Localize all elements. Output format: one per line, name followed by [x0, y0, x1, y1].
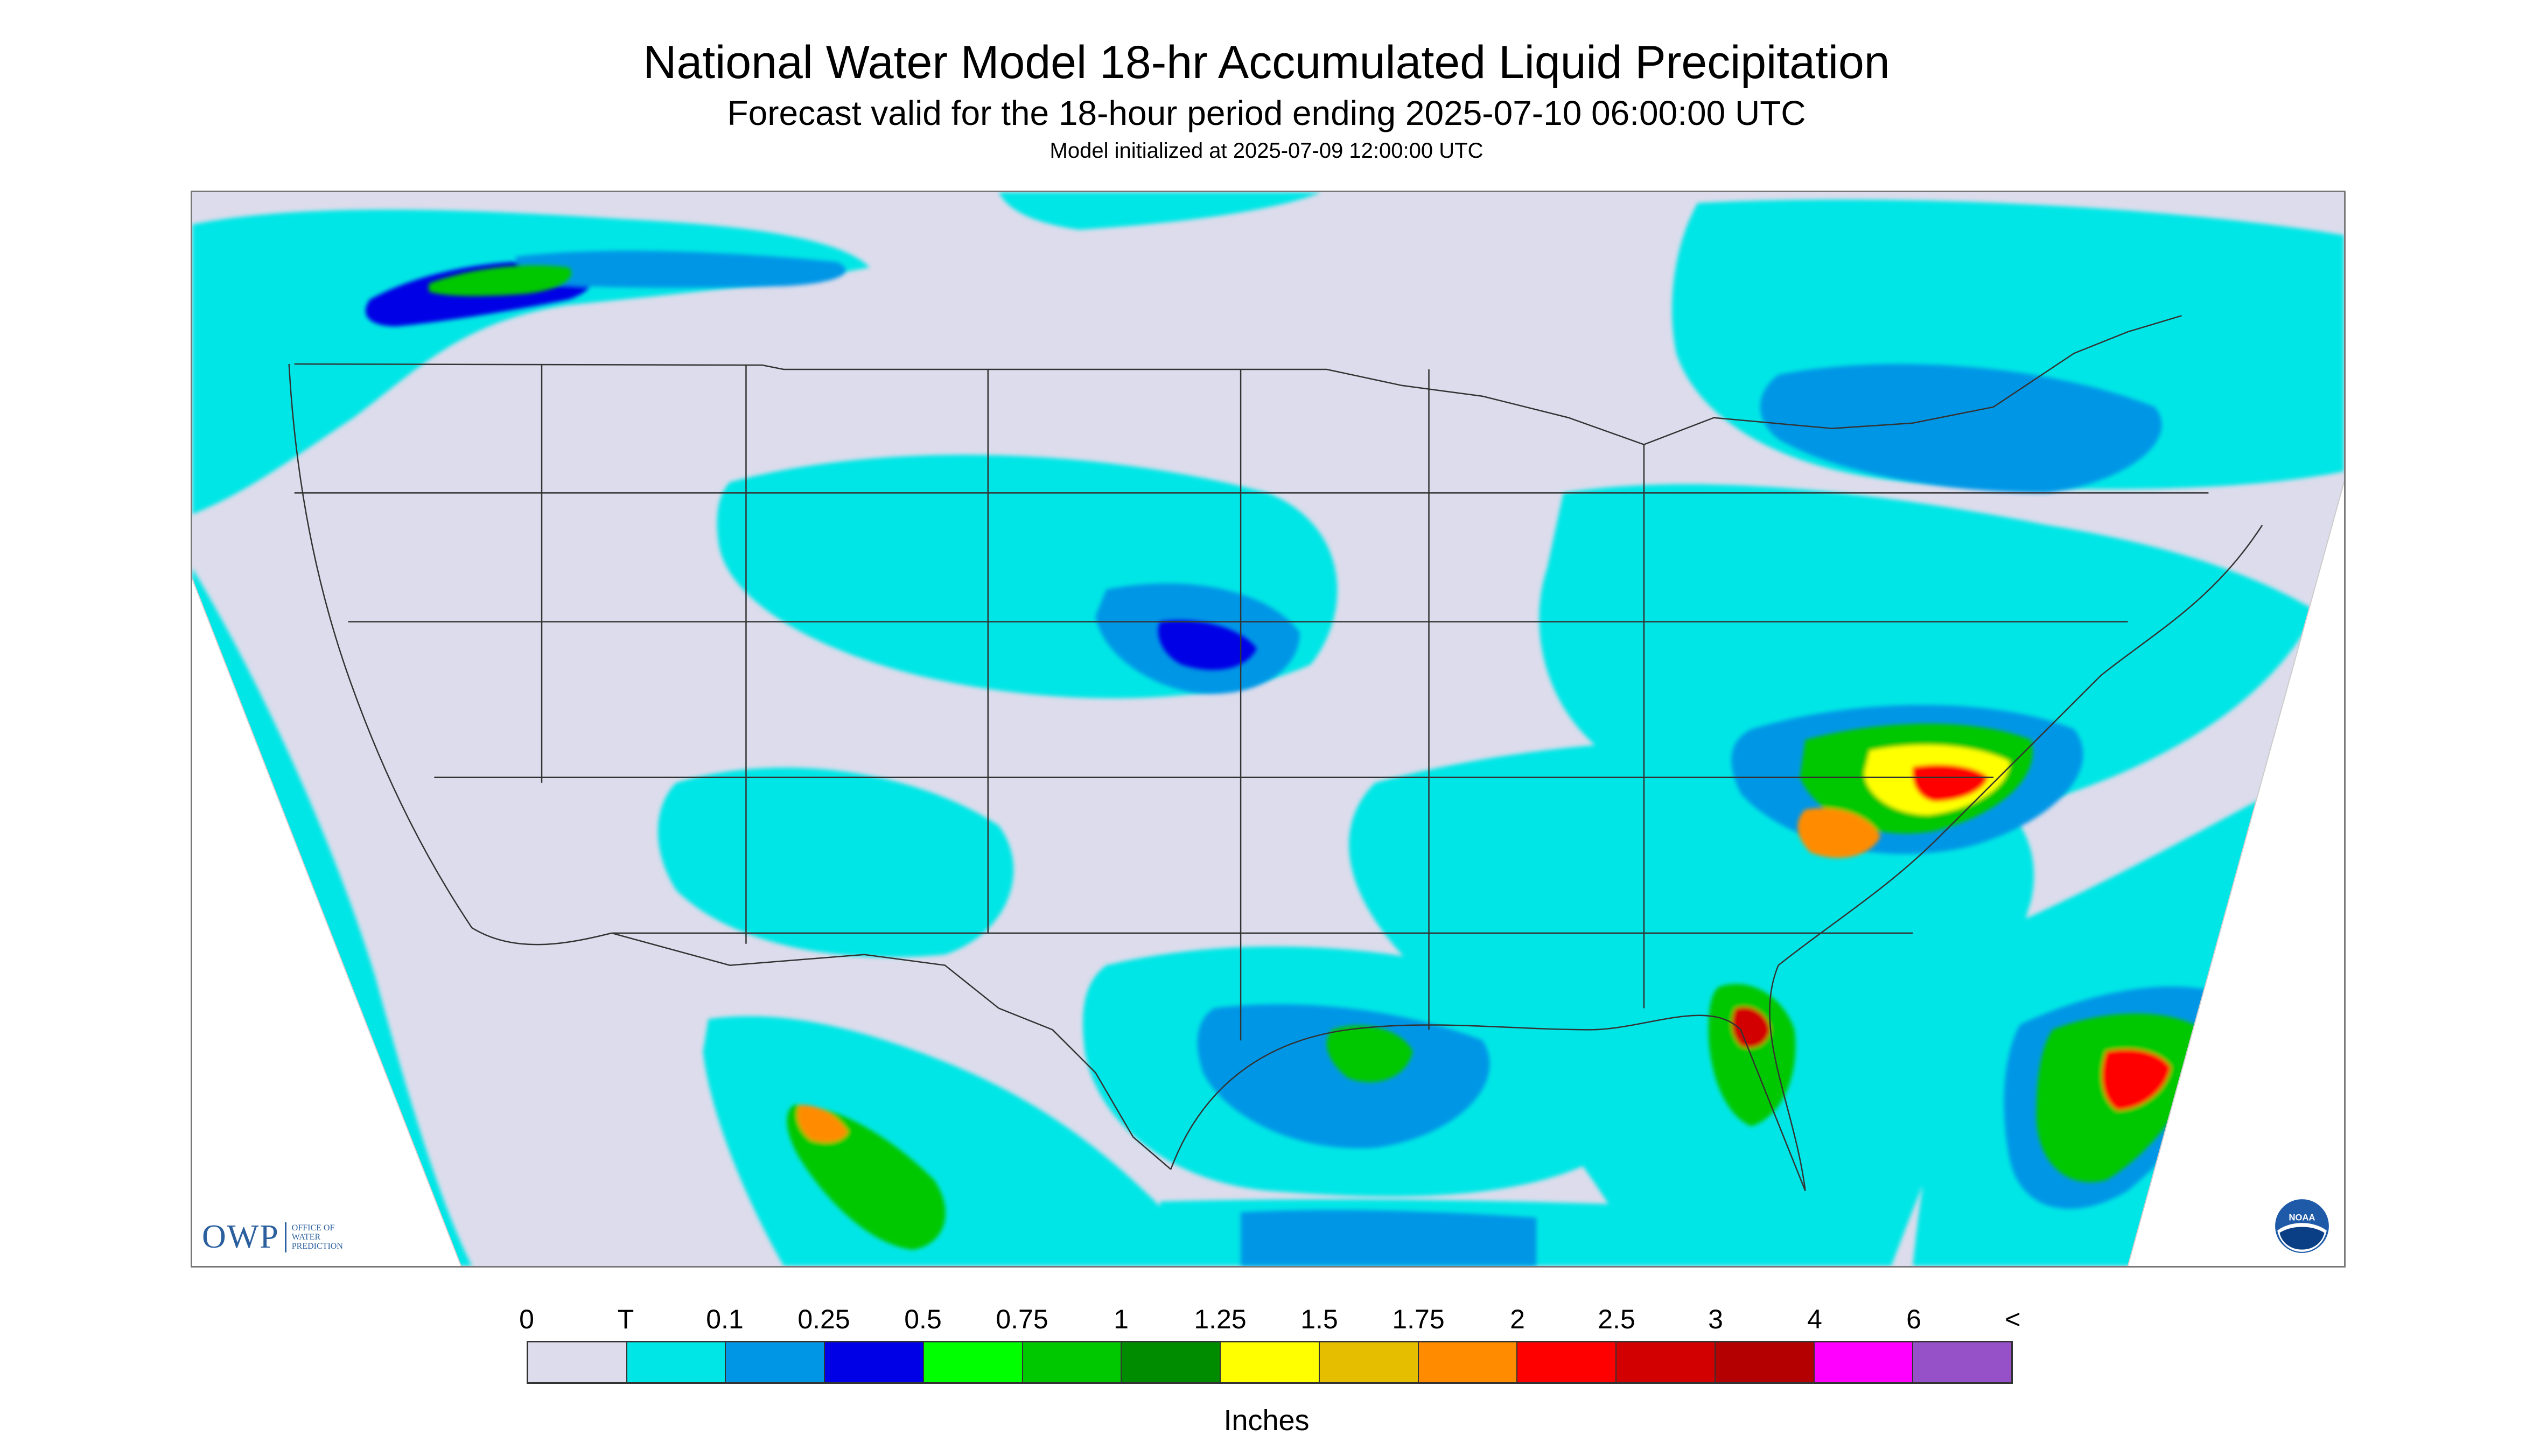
map-subtitle: Forecast valid for the 18-hour period en… — [727, 94, 1806, 132]
gulf-coastline — [1170, 1014, 1806, 1191]
owp-logo: OWP OFFICE OF WATER PREDICTION — [202, 1218, 343, 1256]
precip-heavy-atlantic-red — [2102, 1049, 2171, 1110]
precip-area-western-mexico — [703, 1016, 1214, 1266]
legend-label: 6 — [1906, 1304, 1921, 1334]
precip-core-bc-inner — [515, 250, 846, 288]
legend-swatch — [1221, 1342, 1320, 1382]
precip-core-mexico-south — [1241, 1210, 1537, 1266]
legend-swatch — [1517, 1342, 1617, 1382]
precip-heavy-mid-atlantic-red — [1912, 764, 1988, 802]
legend-label: 0.75 — [996, 1304, 1048, 1334]
legend-swatch — [1319, 1342, 1419, 1382]
precipitation-map: OWP OFFICE OF WATER PREDICTION NOAA — [191, 191, 2346, 1268]
legend-swatch — [1023, 1342, 1122, 1382]
heavy-precip-layer — [429, 265, 2203, 1250]
precip-heavy-bc — [429, 265, 572, 296]
legend-swatch — [726, 1342, 825, 1382]
legend-label: 2.5 — [1598, 1304, 1635, 1334]
precip-heavy-carolina — [1797, 808, 1881, 858]
legend-label: T — [617, 1304, 634, 1334]
legend-label: 3 — [1708, 1304, 1723, 1334]
owp-logo-line-1: OFFICE OF — [291, 1223, 335, 1233]
owp-logo-line-2: WATER — [291, 1233, 321, 1242]
legend-swatch — [923, 1342, 1023, 1382]
noaa-logo-text: NOAA — [2289, 1213, 2315, 1223]
owp-logo-line-3: PREDICTION — [291, 1242, 343, 1251]
legend-label: 4 — [1807, 1304, 1822, 1334]
legend-label: 2 — [1510, 1304, 1525, 1334]
legend-swatch — [1715, 1342, 1815, 1382]
legend-label: 0 — [519, 1304, 534, 1334]
precip-core-gulf — [1197, 1004, 1490, 1149]
legend-label: 1.75 — [1392, 1304, 1445, 1334]
legend-label: 1 — [1114, 1304, 1129, 1334]
legend-label: < — [2005, 1304, 2021, 1334]
legend-swatch — [1418, 1342, 1518, 1382]
legend-swatch — [825, 1342, 924, 1382]
owp-logo-divider — [284, 1222, 286, 1252]
precip-area-mid-atlantic-southeast — [1349, 739, 2034, 1266]
map-title: National Water Model 18-hr Accumulated L… — [643, 37, 1890, 88]
owp-logo-subtext: OFFICE OF WATER PREDICTION — [292, 1223, 343, 1251]
precip-heavy-nebraska — [1158, 620, 1257, 670]
model-init-line: Model initialized at 2025-07-09 12:00:00… — [1049, 139, 1484, 163]
east-coastline — [1769, 524, 2263, 1191]
precip-heavy-florida — [1708, 984, 1796, 1126]
political-boundaries — [288, 315, 2263, 1191]
legend-label: 1.25 — [1194, 1304, 1247, 1334]
precip-heavy-gulf — [1326, 1025, 1413, 1082]
precip-core-great-lakes — [1760, 364, 2162, 493]
domain-edge — [192, 482, 2344, 1266]
legend-swatch — [1913, 1342, 2012, 1382]
legend-label: 1.5 — [1300, 1304, 1338, 1334]
precip-area-canada-north — [998, 192, 1321, 230]
owp-logo-mark: OWP — [202, 1219, 279, 1255]
color-scale-legend — [527, 1341, 2013, 1384]
legend-swatch — [627, 1342, 726, 1382]
west-coast — [288, 363, 612, 946]
legend-swatch — [1122, 1342, 1221, 1382]
legend-units-label: Inches — [1223, 1404, 1310, 1437]
legend-label: 0.1 — [706, 1304, 744, 1334]
precip-area-four-corners — [657, 767, 1014, 957]
map-canvas — [192, 192, 2344, 1266]
noaa-logo: NOAA — [2275, 1199, 2329, 1253]
legend-swatch — [1617, 1342, 1716, 1382]
precip-area-great-lakes-northeast — [1539, 484, 2317, 823]
legend-label: 0.5 — [904, 1304, 942, 1334]
legend-swatch — [1814, 1342, 1914, 1382]
precip-heavy-florida-red — [1732, 1006, 1771, 1048]
legend-labels: 0 T 0.1 0.25 0.5 0.75 1 1.25 1.5 1.75 2 2.5 3 4 6 < — [519, 1303, 2021, 1335]
us-mexico-border — [611, 932, 1172, 1170]
precip-heavy-western-mexico-orange — [797, 1104, 849, 1143]
legend-swatch — [528, 1342, 627, 1382]
legend-label: 0.25 — [797, 1304, 850, 1334]
